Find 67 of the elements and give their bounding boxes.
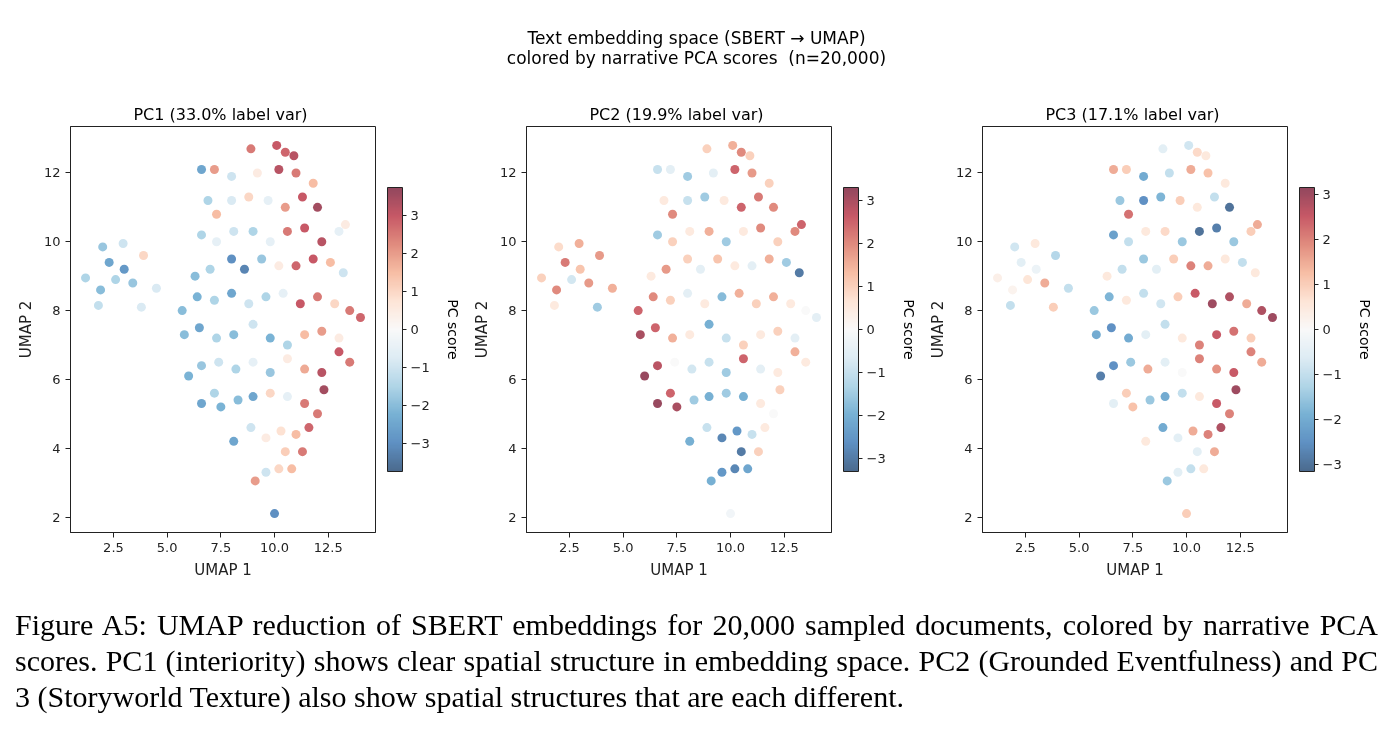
color-bar-label: −3 (866, 451, 886, 467)
chart-title: PC2 (19.9% label var) (589, 104, 764, 124)
y-tick-label: 4 (508, 440, 517, 456)
y-tick-label: 8 (508, 303, 517, 319)
x-tick-label: 5.0 (1068, 539, 1090, 555)
color-bar-label: −2 (410, 397, 430, 413)
color-bar-label: −3 (410, 435, 430, 451)
y-tick-label: 12 (499, 165, 517, 181)
caption: Figure A5: UMAP reduction of SBERT embeddings for 20,000 sampled documents, colored by narrative PCA scores. PC1 (interiority) shows clear spatial structure in embedding space. PC2 (Grounded Eventfulness) and PC 3 (Storyworld Texture) also show spatial structures that are each different. (15, 607, 1378, 715)
color-bar-label: 3 (866, 192, 875, 208)
x-axis-title: UMAP 1 (1106, 560, 1164, 579)
color-bar-label: 2 (1322, 231, 1331, 247)
x-tick-label: 7.5 (210, 539, 232, 555)
color-bar-label: 1 (1322, 276, 1331, 292)
x-tick-label: 2.5 (559, 539, 580, 555)
y-tick-label: 6 (964, 371, 973, 387)
y-axis-title: UMAP 2 (472, 300, 491, 359)
y-axis-title: UMAP 2 (928, 300, 947, 359)
y-tick-label: 12 (43, 165, 61, 181)
color-bar-label: 3 (410, 208, 419, 224)
x-tick-label: 12.5 (313, 539, 343, 555)
x-tick-label: 7.5 (666, 539, 688, 555)
x-tick-label: 2.5 (1015, 539, 1036, 555)
x-axis-title: UMAP 1 (650, 560, 708, 579)
color-bar-title: PC score (1356, 299, 1373, 360)
color-bar-title: PC score (444, 299, 461, 360)
x-axis-title: UMAP 1 (194, 560, 252, 579)
color-bar-label: −2 (866, 408, 886, 424)
color-bar-label: 2 (866, 235, 875, 251)
y-tick-label: 8 (52, 303, 61, 319)
x-tick-label: 10.0 (260, 539, 290, 555)
color-bar-label: −1 (1322, 367, 1342, 383)
color-bar-label: −1 (410, 359, 430, 375)
x-tick-label: 10.0 (1172, 539, 1202, 555)
x-tick-label: 5.0 (612, 539, 634, 555)
y-tick-label: 4 (964, 440, 973, 456)
y-tick-label: 6 (508, 371, 517, 387)
x-tick-label: 12.5 (769, 539, 799, 555)
y-axis-title: UMAP 2 (16, 300, 35, 359)
color-bar-label: 1 (410, 284, 419, 300)
y-tick-label: 10 (499, 234, 517, 250)
color-bar-label: −2 (1322, 412, 1342, 428)
y-tick-label: 4 (52, 440, 61, 456)
text: Text embedding space (SBERT → UMAP) colored by narrative PCA scores (n=20,000) (506, 28, 887, 68)
color-bar-label: −3 (1322, 457, 1342, 473)
color-bar-label: 0 (410, 322, 419, 337)
color-bar-label: 3 (1322, 186, 1331, 202)
y-tick-label: 2 (52, 509, 61, 525)
y-tick-label: 12 (955, 165, 973, 181)
x-tick-label: 7.5 (1122, 539, 1144, 555)
x-tick-label: 12.5 (1225, 539, 1255, 555)
y-tick-label: 2 (508, 509, 517, 525)
color-bar-label: 0 (866, 322, 875, 337)
x-tick-label: 10.0 (716, 539, 746, 555)
y-tick-label: 8 (964, 303, 973, 319)
x-tick-label: 2.5 (103, 539, 124, 555)
y-tick-label: 6 (52, 371, 61, 387)
color-bar-label: 0 (1322, 322, 1331, 337)
color-bar-label: 2 (410, 246, 419, 262)
chart-title: PC3 (17.1% label var) (1045, 104, 1220, 124)
color-bar-label: 1 (866, 278, 875, 294)
chart-title: PC1 (33.0% label var) (133, 104, 308, 124)
color-bar-label: −1 (866, 365, 886, 381)
y-tick-label: 10 (43, 234, 61, 250)
color-bar-title: PC score (900, 299, 917, 360)
y-tick-label: 2 (964, 509, 973, 525)
y-tick-label: 10 (955, 234, 973, 250)
